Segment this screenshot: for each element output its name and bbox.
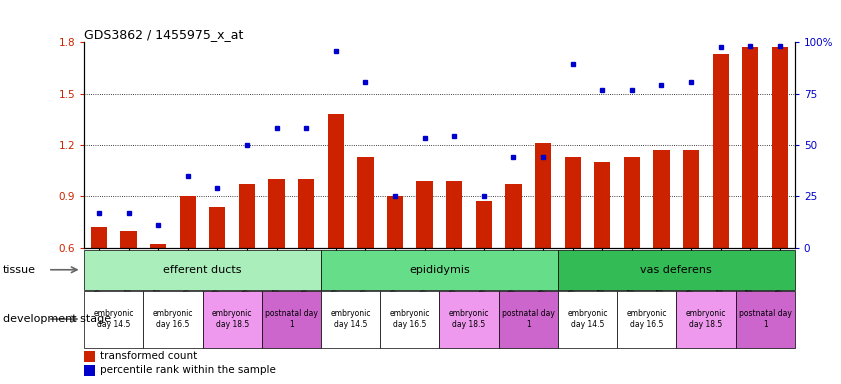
Text: embryonic
day 14.5: embryonic day 14.5: [331, 310, 371, 329]
Bar: [624, 157, 640, 248]
Text: embryonic
day 18.5: embryonic day 18.5: [212, 310, 252, 329]
Text: embryonic
day 14.5: embryonic day 14.5: [93, 310, 134, 329]
Bar: [416, 181, 433, 248]
Bar: [268, 179, 285, 248]
Text: epididymis: epididymis: [409, 265, 470, 275]
Text: tissue: tissue: [3, 265, 35, 275]
Text: embryonic
day 16.5: embryonic day 16.5: [389, 310, 430, 329]
Bar: [203, 291, 262, 348]
Bar: [594, 162, 611, 248]
Bar: [321, 250, 558, 290]
Bar: [298, 179, 315, 248]
Bar: [387, 196, 403, 248]
Bar: [617, 291, 676, 348]
Bar: [150, 244, 167, 248]
Text: embryonic
day 18.5: embryonic day 18.5: [449, 310, 489, 329]
Text: embryonic
day 16.5: embryonic day 16.5: [153, 310, 193, 329]
Bar: [743, 47, 759, 248]
Bar: [380, 291, 439, 348]
Bar: [499, 291, 558, 348]
Bar: [564, 157, 581, 248]
Text: GDS3862 / 1455975_x_at: GDS3862 / 1455975_x_at: [84, 28, 244, 41]
Bar: [653, 150, 669, 248]
Text: postnatal day
1: postnatal day 1: [738, 310, 791, 329]
Bar: [558, 291, 617, 348]
Text: efferent ducts: efferent ducts: [163, 265, 242, 275]
Text: postnatal day
1: postnatal day 1: [265, 310, 318, 329]
Bar: [476, 202, 492, 248]
Bar: [736, 291, 795, 348]
Bar: [357, 157, 373, 248]
Text: postnatal day
1: postnatal day 1: [502, 310, 555, 329]
Bar: [535, 143, 551, 248]
Bar: [84, 250, 321, 290]
Bar: [328, 114, 344, 248]
Bar: [683, 150, 699, 248]
Bar: [446, 181, 463, 248]
Bar: [91, 227, 107, 248]
Bar: [180, 196, 196, 248]
Text: transformed count: transformed count: [100, 351, 198, 361]
Bar: [505, 184, 521, 248]
Text: embryonic
day 16.5: embryonic day 16.5: [627, 310, 667, 329]
Bar: [321, 291, 380, 348]
Text: development stage: development stage: [3, 314, 111, 324]
Text: embryonic
day 14.5: embryonic day 14.5: [567, 310, 608, 329]
Text: vas deferens: vas deferens: [641, 265, 712, 275]
Text: embryonic
day 18.5: embryonic day 18.5: [685, 310, 726, 329]
Bar: [209, 207, 225, 248]
Bar: [239, 184, 255, 248]
Text: percentile rank within the sample: percentile rank within the sample: [100, 365, 276, 375]
Bar: [143, 291, 203, 348]
Bar: [712, 54, 729, 248]
Bar: [772, 47, 788, 248]
Bar: [676, 291, 736, 348]
Bar: [558, 250, 795, 290]
Bar: [262, 291, 321, 348]
Bar: [84, 291, 143, 348]
Bar: [120, 230, 136, 248]
Bar: [439, 291, 499, 348]
